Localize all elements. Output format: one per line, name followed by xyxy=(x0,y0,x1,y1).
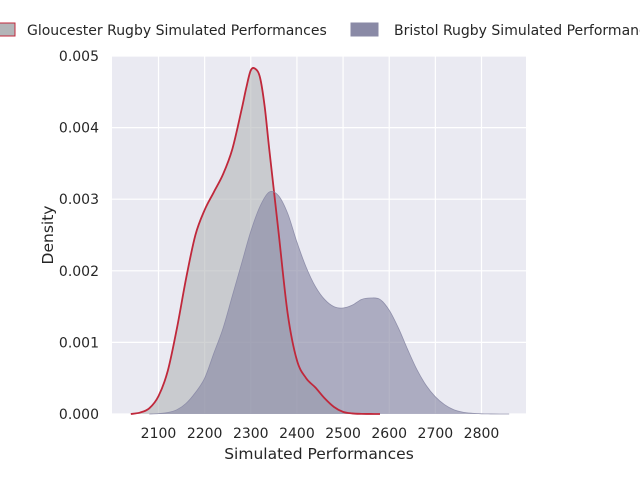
x-tick-label-2700: 2700 xyxy=(418,426,454,442)
density-line-bristol xyxy=(149,190,510,415)
x-tick-label-2100: 2100 xyxy=(141,426,177,442)
y-tick-label-0.003: 0.003 xyxy=(59,192,99,208)
density-fill-bristol xyxy=(149,191,510,414)
y-tick-label-0.004: 0.004 xyxy=(59,121,99,137)
y-axis-label: Density xyxy=(39,206,57,265)
x-tick-label-2200: 2200 xyxy=(187,426,223,442)
y-tick-label-0.001: 0.001 xyxy=(59,335,99,351)
y-tick-label-0.002: 0.002 xyxy=(59,264,99,280)
y-tick-label-0.005: 0.005 xyxy=(59,49,99,65)
density-areas xyxy=(130,67,510,415)
x-axis-label: Simulated Performances xyxy=(224,445,414,463)
legend: Gloucester Rugby Simulated Performances … xyxy=(0,22,640,39)
x-tick-label-2300: 2300 xyxy=(233,426,269,442)
x-tick-label-2400: 2400 xyxy=(279,426,315,442)
legend-swatch-gloucester xyxy=(0,22,16,37)
legend-label-bristol: Bristol Rugby Simulated Performances xyxy=(394,23,640,39)
y-tick-labels: 0.000 0.001 0.002 0.003 0.004 0.005 xyxy=(59,49,99,423)
x-tick-label-2800: 2800 xyxy=(464,426,500,442)
legend-swatch-bristol xyxy=(350,22,379,37)
legend-label-gloucester: Gloucester Rugby Simulated Performances xyxy=(27,23,327,39)
x-tick-label-2600: 2600 xyxy=(371,426,407,442)
x-tick-label-2500: 2500 xyxy=(325,426,361,442)
x-tick-labels: 2100 2200 2300 2400 2500 2600 2700 2800 xyxy=(141,426,500,442)
density-line-gloucester xyxy=(130,67,380,415)
y-tick-label-0.000: 0.000 xyxy=(59,407,99,423)
